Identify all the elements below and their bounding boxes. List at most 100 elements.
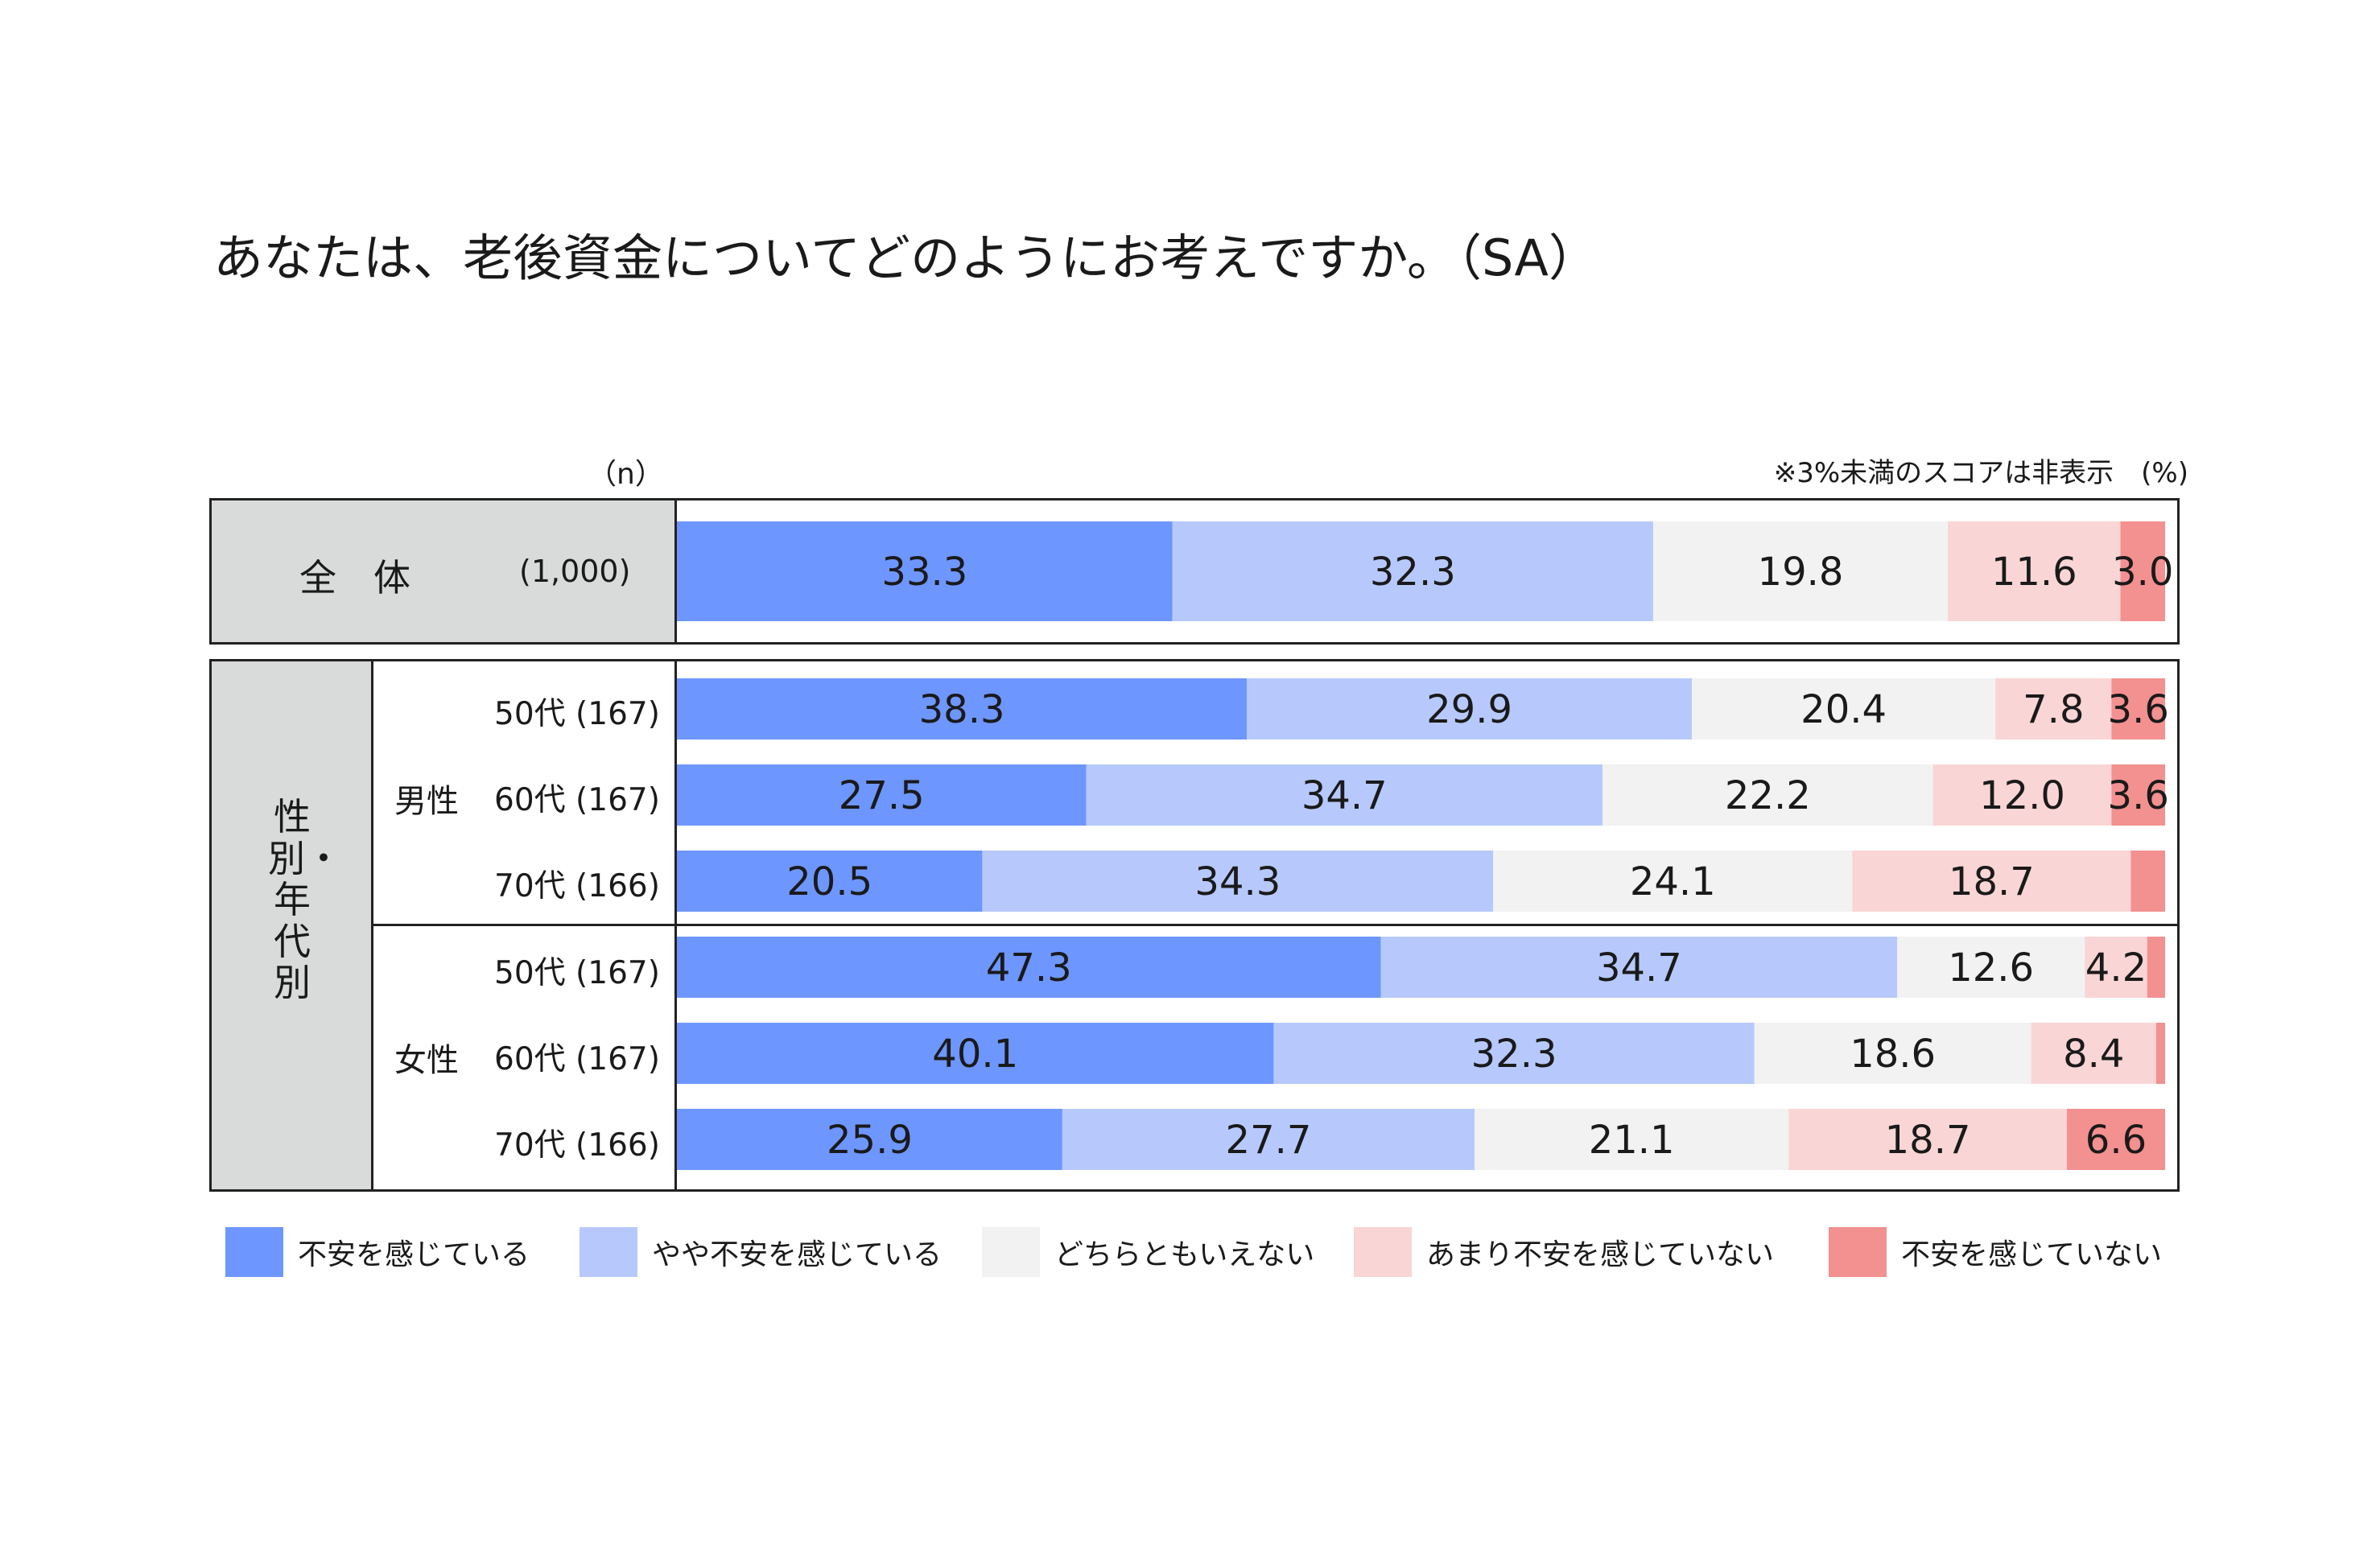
data-label: 19.8 xyxy=(1758,550,1844,595)
total-divider xyxy=(674,498,677,645)
total-label: 全 体 xyxy=(299,556,410,599)
bar-segment-fuan xyxy=(677,1023,1274,1084)
bar-segment-fuan-nashi xyxy=(2111,678,2165,739)
legend-item: 不安を感じていない xyxy=(1829,1227,2162,1277)
legend-label: 不安を感じている xyxy=(298,1238,530,1271)
group-label-cell xyxy=(212,661,373,1189)
bar-segment-fuan-nashi xyxy=(2120,521,2165,621)
data-label: 27.5 xyxy=(839,773,925,818)
n-label: (167) xyxy=(575,1041,660,1077)
chart-title: あなたは、老後資金についてどのようにお考えですか。（SA） xyxy=(213,229,1598,287)
data-label: 18.7 xyxy=(1949,859,2035,904)
legend: 不安を感じている やや不安を感じている どちらともいえない あまり不安を感じてい… xyxy=(225,1227,2162,1277)
bar-segment-amari xyxy=(1852,851,2131,912)
bar-segment-amari xyxy=(2085,937,2147,998)
bar-segment-fuan-nashi xyxy=(2155,1023,2165,1084)
data-label: 3.6 xyxy=(2108,687,2169,732)
bar-segment-fuan xyxy=(677,764,1087,826)
bar-segment-yaya-fuan xyxy=(1247,678,1693,739)
legend-item: どちらともいえない xyxy=(982,1227,1354,1277)
n-label: (166) xyxy=(575,1127,660,1164)
row-label: 60代 (167) xyxy=(494,775,660,820)
data-label: 11.6 xyxy=(1991,550,2077,595)
bar-segment-yaya-fuan xyxy=(1062,1109,1475,1170)
chart-note: ※3%未満のスコアは非表示 (%) xyxy=(1773,457,2188,489)
bar-segment-fuan xyxy=(677,937,1381,998)
bar-segment-fuan xyxy=(677,678,1248,739)
data-label: 4.2 xyxy=(2085,945,2147,991)
bar-segment-fuan-nashi xyxy=(2066,1109,2165,1170)
age-label: 50代 xyxy=(494,696,566,732)
bar-segment-yaya-fuan xyxy=(1086,764,1603,826)
bar-segment-dochira xyxy=(1897,937,2085,998)
legend-item: やや不安を感じている xyxy=(580,1227,982,1277)
age-label: 50代 xyxy=(494,955,566,991)
data-label: 18.7 xyxy=(1885,1118,1971,1163)
legend-swatch xyxy=(580,1227,637,1277)
data-label: 6.6 xyxy=(2085,1118,2147,1163)
bar-segment-yaya-fuan xyxy=(1380,937,1898,998)
data-label: 21.1 xyxy=(1589,1118,1675,1163)
bar-segment-amari xyxy=(1995,678,2112,739)
row-label: 50代 (167) xyxy=(494,689,660,734)
bar-segment-dochira xyxy=(1493,851,1853,912)
bar-segment-amari xyxy=(1788,1109,2067,1170)
bar-segment-dochira xyxy=(1692,678,1996,739)
bar-segment-amari xyxy=(1948,521,2121,621)
data-label: 40.1 xyxy=(932,1032,1018,1077)
row-label: 60代 (167) xyxy=(494,1034,660,1079)
n-label: (167) xyxy=(575,955,660,991)
bar-segment-dochira xyxy=(1602,764,1933,826)
data-label: 29.9 xyxy=(1426,687,1512,732)
total-n: (1,000) xyxy=(519,554,631,589)
data-label: 34.7 xyxy=(1596,945,1682,991)
legend-label: どちらともいえない xyxy=(1054,1238,1315,1271)
data-label: 12.6 xyxy=(1948,945,2034,991)
data-label: 38.3 xyxy=(919,687,1005,732)
data-label: 33.3 xyxy=(881,550,967,595)
bar-segment-yaya-fuan xyxy=(1172,521,1653,621)
row-label: 70代 (166) xyxy=(494,1120,660,1165)
data-label: 3.0 xyxy=(2112,550,2173,595)
legend-item: あまり不安を感じていない xyxy=(1354,1227,1829,1277)
data-label: 25.9 xyxy=(827,1118,913,1163)
n-label: (167) xyxy=(575,782,660,818)
legend-swatch xyxy=(1829,1227,1887,1277)
data-label: 8.4 xyxy=(2063,1032,2124,1077)
data-label: 18.6 xyxy=(1850,1032,1936,1077)
n-label: (166) xyxy=(575,868,660,904)
legend-label: 不安を感じていない xyxy=(1901,1238,2163,1271)
data-label: 20.5 xyxy=(786,859,872,904)
data-label: 32.3 xyxy=(1370,550,1456,595)
age-label: 60代 xyxy=(494,782,566,818)
data-label: 34.7 xyxy=(1301,773,1388,818)
bar-segment-fuan xyxy=(677,1109,1062,1170)
total-label-cell xyxy=(212,501,676,642)
legend-label: あまり不安を感じていない xyxy=(1426,1238,1775,1271)
age-label: 60代 xyxy=(494,1041,566,1077)
n-label: (167) xyxy=(575,696,660,732)
bar-segment-fuan-nashi xyxy=(2130,851,2165,912)
data-label: 22.2 xyxy=(1725,773,1811,818)
data-label: 24.1 xyxy=(1630,859,1716,904)
data-label: 32.3 xyxy=(1471,1032,1557,1077)
data-label: 12.0 xyxy=(1979,773,2065,818)
bar-segment-dochira xyxy=(1475,1109,1789,1170)
legend-swatch xyxy=(982,1227,1040,1277)
gender-male: 男性 xyxy=(394,783,459,820)
legend-label: やや不安を感じている xyxy=(652,1238,943,1271)
bar-segment-fuan xyxy=(677,851,983,912)
total-panel xyxy=(209,498,2180,645)
bar-segment-amari xyxy=(1932,764,2112,826)
data-label: 20.4 xyxy=(1800,687,1887,732)
age-label: 70代 xyxy=(494,1127,566,1164)
bar-segment-dochira xyxy=(1652,521,1949,621)
bar-segment-dochira xyxy=(1754,1023,2031,1084)
legend-swatch xyxy=(225,1227,283,1277)
gender-female: 女性 xyxy=(394,1042,459,1079)
bar-segment-amari xyxy=(2031,1023,2156,1084)
data-label: 27.7 xyxy=(1226,1118,1312,1163)
data-label: 34.3 xyxy=(1194,859,1281,904)
data-label: 47.3 xyxy=(986,945,1072,991)
